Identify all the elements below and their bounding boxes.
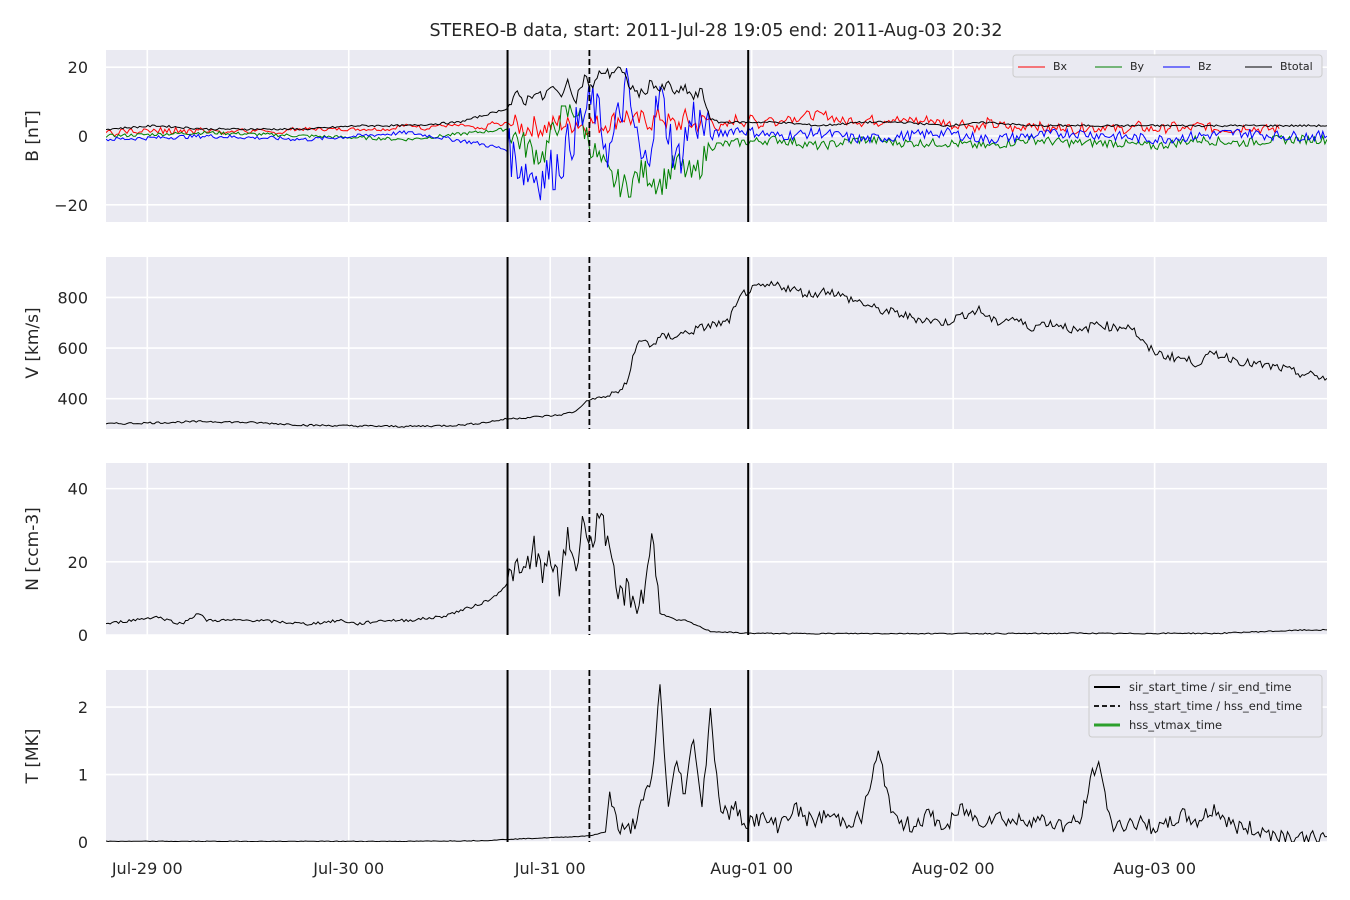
legend-label: By — [1130, 60, 1145, 73]
legend-label: Bz — [1198, 60, 1212, 73]
panel-N: 40 20 0 N [ccm-3] — [23, 463, 1327, 645]
series-line-n — [106, 512, 1327, 635]
series-line-by — [106, 104, 1327, 198]
panel-B: 20 0 −20 B [nT] — [23, 50, 1327, 222]
y-tick-label: 0 — [78, 626, 88, 645]
y-tick-label: 0 — [78, 127, 88, 146]
y-axis-label: N [ccm-3] — [23, 507, 43, 591]
legend-label: hss_vtmax_time — [1129, 718, 1222, 732]
legend-label: sir_start_time / sir_end_time — [1129, 680, 1291, 694]
legend-label: Bx — [1053, 60, 1068, 73]
panel-background — [106, 463, 1327, 635]
y-tick-label: 40 — [68, 480, 88, 499]
series-line-t — [106, 684, 1327, 842]
y-tick-label: 600 — [57, 339, 88, 358]
y-tick-label: 0 — [78, 833, 88, 852]
y-axis-label: B [nT] — [23, 110, 43, 162]
x-tick-label: Jul-29 00 — [111, 859, 183, 878]
y-axis-label: V [km/s] — [23, 307, 43, 378]
x-tick-label: Aug-02 00 — [912, 859, 995, 878]
panel-background — [106, 257, 1327, 429]
y-tick-label: 1 — [78, 766, 88, 785]
series-line-bz — [106, 68, 1327, 201]
x-tick-label: Jul-30 00 — [312, 859, 384, 878]
legend-frame — [1088, 674, 1323, 738]
legend-label: Btotal — [1280, 60, 1313, 73]
x-tick-label: Jul-31 00 — [514, 859, 586, 878]
x-tick-label: Aug-03 00 — [1113, 859, 1196, 878]
y-tick-label: 20 — [68, 58, 88, 77]
panel-V: 800 600 400 V [km/s] — [23, 257, 1327, 429]
series-line-btotal — [106, 66, 1327, 131]
y-tick-label: −20 — [54, 196, 88, 215]
legend-events: sir_start_time / sir_end_time hss_start_t… — [1088, 674, 1323, 738]
y-tick-label: 800 — [57, 288, 88, 307]
y-tick-label: 20 — [68, 553, 88, 572]
legend-label: hss_start_time / hss_end_time — [1129, 699, 1302, 713]
series-line-v — [106, 280, 1327, 428]
chart-title: STEREO-B data, start: 2011-Jul-28 19:05 … — [429, 21, 1002, 41]
y-tick-label: 400 — [57, 390, 88, 409]
x-tick-label: Aug-01 00 — [710, 859, 793, 878]
y-axis-label: T [MK] — [23, 729, 43, 785]
legend-b: Bx By Bz Btotal — [1012, 54, 1323, 78]
legend-frame — [1012, 54, 1323, 78]
y-tick-label: 2 — [78, 698, 88, 717]
